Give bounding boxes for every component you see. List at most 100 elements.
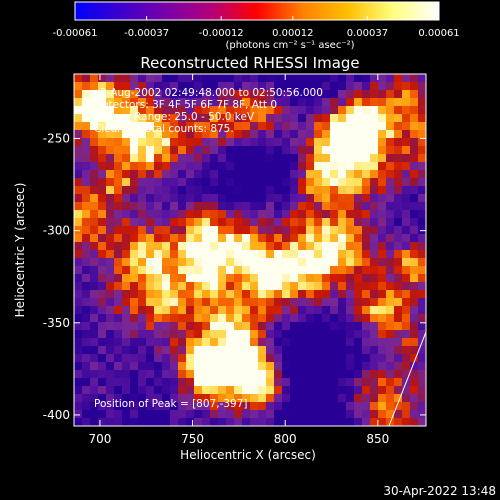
heatmap-cell [170, 114, 179, 123]
heatmap-cell [130, 194, 139, 203]
timestamp: 30-Apr-2022 13:48 [383, 484, 496, 498]
heatmap-cell [202, 186, 211, 195]
heatmap-cell [402, 250, 411, 259]
heatmap-cell [386, 378, 395, 387]
annotation-time-range: 2-Aug-2002 02:49:48.000 to 02:50:56.000 [100, 87, 323, 99]
heatmap-cell [282, 154, 291, 163]
heatmap-cell [290, 338, 299, 347]
heatmap-cell [170, 354, 179, 363]
heatmap-cell [418, 306, 426, 315]
heatmap-cell [346, 210, 355, 219]
heatmap-cell [242, 122, 251, 131]
heatmap-cell [306, 218, 315, 227]
heatmap-cell [186, 170, 195, 179]
heatmap-cell [402, 114, 411, 123]
heatmap-cell [322, 402, 331, 411]
heatmap-cell [386, 314, 395, 323]
heatmap-cell [82, 138, 91, 147]
heatmap-cell [418, 354, 426, 363]
heatmap-cell [90, 138, 99, 147]
heatmap-cell [138, 338, 147, 347]
heatmap-cell [410, 394, 419, 403]
heatmap-cell [122, 354, 131, 363]
heatmap-cell [186, 106, 195, 115]
heatmap-cell [202, 250, 211, 259]
heatmap-cell [338, 130, 347, 139]
heatmap-cell [290, 234, 299, 243]
heatmap-cell [186, 242, 195, 251]
heatmap-cell [186, 354, 195, 363]
heatmap-cell [266, 130, 275, 139]
heatmap-cell [210, 138, 219, 147]
heatmap-cell [418, 314, 426, 323]
heatmap-cell [370, 282, 379, 291]
heatmap-cell [290, 242, 299, 251]
x-tick-label: 850 [366, 432, 389, 446]
heatmap-cell [90, 394, 99, 403]
heatmap-cell [82, 250, 91, 259]
heatmap-cell [74, 170, 83, 179]
heatmap-cell [106, 194, 115, 203]
heatmap-cell [250, 410, 259, 419]
heatmap-cell [250, 194, 259, 203]
heatmap-cell [170, 346, 179, 355]
heatmap-cell [146, 130, 155, 139]
heatmap-cell [106, 138, 115, 147]
heatmap-cell [178, 106, 187, 115]
heatmap-cell [194, 186, 203, 195]
heatmap-cell [98, 338, 107, 347]
heatmap-cell [122, 210, 131, 219]
heatmap-cell [194, 322, 203, 331]
heatmap-cell [362, 202, 371, 211]
heatmap-cell [298, 346, 307, 355]
heatmap-cell [418, 106, 426, 115]
heatmap-cell [386, 74, 395, 83]
heatmap-cell [274, 306, 283, 315]
heatmap-cell [106, 146, 115, 155]
heatmap-cell [250, 170, 259, 179]
heatmap-cell [138, 386, 147, 395]
heatmap-cell [146, 154, 155, 163]
heatmap-cell [178, 154, 187, 163]
heatmap-cell [274, 402, 283, 411]
heatmap-cell [274, 146, 283, 155]
heatmap-cell [226, 282, 235, 291]
heatmap-cell [394, 170, 403, 179]
heatmap-cell [346, 130, 355, 139]
heatmap-cell [226, 82, 235, 91]
heatmap-cell [362, 170, 371, 179]
heatmap-cell [394, 314, 403, 323]
heatmap-cell [386, 402, 395, 411]
heatmap-cell [266, 170, 275, 179]
heatmap-cell [402, 242, 411, 251]
heatmap-cell [226, 338, 235, 347]
heatmap-cell [170, 218, 179, 227]
heatmap-cell [258, 338, 267, 347]
heatmap-cell [362, 306, 371, 315]
heatmap-cell [258, 322, 267, 331]
heatmap-cell [298, 130, 307, 139]
heatmap-cell [418, 194, 426, 203]
heatmap-cell [130, 74, 139, 83]
heatmap-cell [242, 242, 251, 251]
heatmap-cell [418, 242, 426, 251]
heatmap-cell [74, 218, 83, 227]
heatmap-cell [298, 202, 307, 211]
heatmap-cell [154, 74, 163, 83]
heatmap-cell [410, 410, 419, 419]
heatmap-cell [386, 146, 395, 155]
heatmap-cell [130, 106, 139, 115]
heatmap-cell [82, 218, 91, 227]
heatmap-cell [218, 74, 227, 83]
heatmap-cell [362, 370, 371, 379]
heatmap-cell [122, 194, 131, 203]
heatmap-cell [122, 290, 131, 299]
heatmap-cell [154, 258, 163, 267]
heatmap-cell [274, 130, 283, 139]
heatmap-cell [234, 322, 243, 331]
heatmap-cell [234, 362, 243, 371]
heatmap-cell [114, 122, 123, 131]
heatmap-cell [194, 378, 203, 387]
heatmap-cell [162, 298, 171, 307]
heatmap-cell [90, 250, 99, 259]
